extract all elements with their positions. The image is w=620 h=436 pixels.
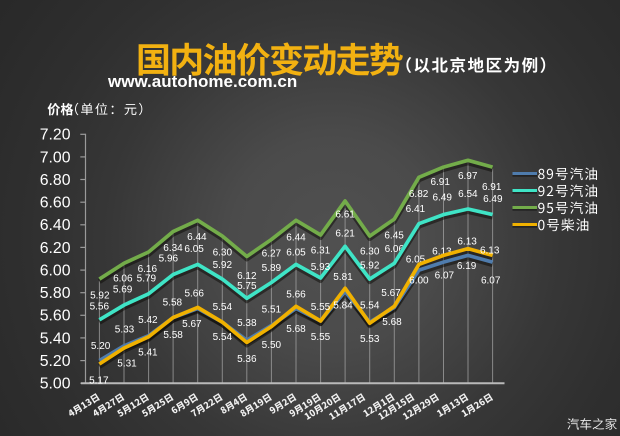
svg-text:5.67: 5.67 [182,319,202,330]
svg-text:6.34: 6.34 [163,243,183,254]
svg-text:6.13: 6.13 [480,246,500,257]
svg-text:6.97: 6.97 [458,171,478,182]
svg-text:6.05: 6.05 [406,254,426,265]
svg-text:6.91: 6.91 [430,177,450,188]
svg-text:6.16: 6.16 [138,264,158,275]
svg-text:6.30: 6.30 [360,247,380,258]
svg-text:5.79: 5.79 [137,273,157,284]
svg-text:6.12: 6.12 [237,271,257,282]
svg-text:5.68: 5.68 [382,317,402,328]
svg-text:5.89: 5.89 [262,263,282,274]
svg-text:6.06: 6.06 [385,244,405,255]
svg-text:5.31: 5.31 [117,359,137,370]
svg-text:6.82: 6.82 [409,189,429,200]
svg-text:5.75: 5.75 [237,281,257,292]
svg-text:6.54: 6.54 [458,189,478,200]
svg-text:5.20: 5.20 [91,341,111,352]
svg-text:5.38: 5.38 [237,318,257,329]
svg-text:6.49: 6.49 [483,194,503,205]
svg-text:5.96: 5.96 [159,254,179,265]
svg-text:5.66: 5.66 [286,289,306,300]
svg-text:6.40: 6.40 [40,217,71,234]
svg-text:6.13: 6.13 [432,247,452,258]
svg-text:6.49: 6.49 [432,192,452,203]
svg-text:5.68: 5.68 [286,324,306,335]
svg-text:6.61: 6.61 [335,210,355,221]
svg-text:6.44: 6.44 [286,233,306,244]
svg-text:5.81: 5.81 [333,272,353,283]
svg-text:5.55: 5.55 [311,332,331,343]
svg-text:5.58: 5.58 [163,330,183,341]
svg-text:6.00: 6.00 [40,263,71,280]
svg-text:5.36: 5.36 [237,354,257,365]
svg-text:6.31: 6.31 [311,246,331,257]
svg-text:5.54: 5.54 [360,301,380,312]
svg-text:5.80: 5.80 [40,285,71,302]
svg-text:5.00: 5.00 [40,376,71,393]
svg-text:6.80: 6.80 [40,172,71,189]
svg-text:6.13: 6.13 [457,237,477,248]
svg-text:5.50: 5.50 [262,340,282,351]
svg-text:5.58: 5.58 [163,298,183,309]
svg-text:5.93: 5.93 [311,262,331,273]
svg-text:5.33: 5.33 [115,325,135,336]
svg-text:5.40: 5.40 [40,330,71,347]
svg-text:5.54: 5.54 [213,332,233,343]
svg-text:6.60: 6.60 [40,195,71,212]
svg-text:6.19: 6.19 [457,261,477,272]
svg-text:7.00: 7.00 [40,149,71,166]
svg-text:6.91: 6.91 [482,182,502,193]
svg-text:5.56: 5.56 [90,302,110,313]
svg-text:5.67: 5.67 [381,288,401,299]
svg-text:7.20: 7.20 [40,127,71,144]
svg-text:5.51: 5.51 [262,305,282,316]
svg-text:5.60: 5.60 [40,308,71,325]
svg-text:5.54: 5.54 [213,302,233,313]
svg-text:6.30: 6.30 [213,248,233,259]
svg-text:5.53: 5.53 [360,334,380,345]
svg-text:5.84: 5.84 [333,300,353,311]
svg-text:6.07: 6.07 [481,276,501,287]
svg-text:6.05: 6.05 [184,244,204,255]
svg-text:5.92: 5.92 [213,260,233,271]
svg-text:6.45: 6.45 [384,231,404,242]
svg-text:6.21: 6.21 [335,229,355,240]
svg-text:6.05: 6.05 [286,248,306,259]
svg-text:6.41: 6.41 [406,204,426,215]
svg-text:5.66: 5.66 [184,289,204,300]
svg-text:5.92: 5.92 [360,261,380,272]
svg-text:6.20: 6.20 [40,240,71,257]
svg-text:5.20: 5.20 [40,353,71,370]
svg-text:5.41: 5.41 [138,348,158,359]
svg-text:6.07: 6.07 [435,270,455,281]
svg-text:5.92: 5.92 [90,291,110,302]
svg-text:5.69: 5.69 [113,284,133,295]
svg-text:6.27: 6.27 [262,249,282,260]
svg-text:5.17: 5.17 [89,376,109,387]
svg-text:6.00: 6.00 [409,276,429,287]
svg-text:6.06: 6.06 [113,274,133,285]
svg-text:6.44: 6.44 [187,232,207,243]
svg-text:5.42: 5.42 [138,315,158,326]
svg-text:5.55: 5.55 [311,302,331,313]
